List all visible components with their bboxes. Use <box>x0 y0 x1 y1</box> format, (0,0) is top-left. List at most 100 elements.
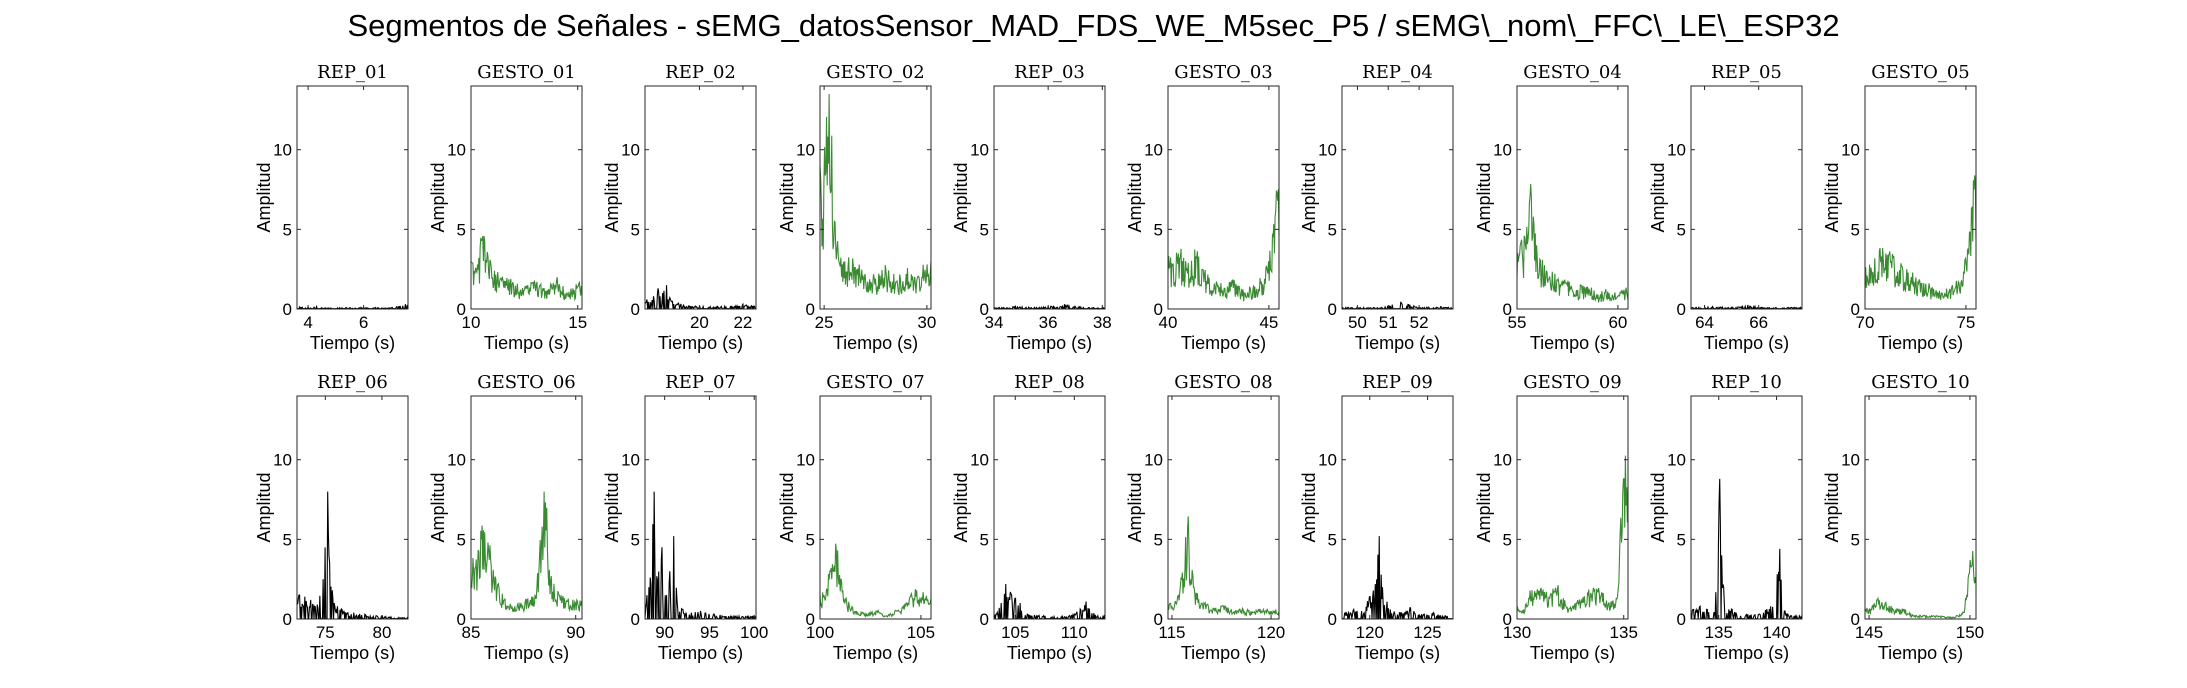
y-axis-label: Amplitud <box>1125 162 1145 232</box>
signal-line-gesto-03 <box>1168 189 1279 302</box>
x-tick-label: 25 <box>815 313 834 332</box>
y-axis-label: Amplitud <box>428 162 448 232</box>
x-axis-label: Tiempo (s) <box>1181 643 1266 663</box>
x-tick-label: 85 <box>462 623 481 642</box>
x-tick-label: 20 <box>690 313 709 332</box>
y-tick-label: 10 <box>1667 451 1686 470</box>
x-axis-label: Tiempo (s) <box>833 333 918 353</box>
signal-line-rep-03 <box>994 303 1105 309</box>
x-axis-label: Tiempo (s) <box>1704 333 1789 353</box>
signal-line-rep-01 <box>297 304 408 309</box>
y-tick-label: 0 <box>1328 610 1337 629</box>
x-tick-label: 75 <box>316 623 335 642</box>
signal-line-gesto-02 <box>820 93 931 296</box>
y-tick-label: 5 <box>806 220 815 239</box>
axes-box <box>1690 85 1803 310</box>
y-axis-label: Amplitud <box>1648 162 1668 232</box>
y-tick-label: 5 <box>1328 530 1337 549</box>
panel-title: REP_08 <box>1014 372 1085 393</box>
y-tick-label: 5 <box>631 220 640 239</box>
axes-box <box>1690 395 1803 620</box>
y-tick-label: 0 <box>1328 300 1337 319</box>
panel-title: GESTO_04 <box>1523 62 1622 83</box>
x-tick-label: 100 <box>740 623 768 642</box>
y-tick-label: 0 <box>1851 300 1860 319</box>
signal-line-gesto-04 <box>1517 184 1628 303</box>
x-axis-label: Tiempo (s) <box>1704 643 1789 663</box>
y-tick-label: 5 <box>1677 530 1686 549</box>
y-tick-label: 0 <box>1503 300 1512 319</box>
y-tick-label: 5 <box>806 530 815 549</box>
x-axis-label: Tiempo (s) <box>1878 643 1963 663</box>
x-tick-label: 115 <box>1158 623 1185 642</box>
y-tick-label: 5 <box>1154 220 1163 239</box>
x-axis-label: Tiempo (s) <box>484 643 569 663</box>
y-tick-label: 10 <box>273 451 292 470</box>
y-tick-label: 0 <box>1154 300 1163 319</box>
x-tick-label: 30 <box>917 313 936 332</box>
y-axis-label: Amplitud <box>428 472 448 542</box>
x-axis-label: Tiempo (s) <box>484 333 569 353</box>
axes-box <box>993 395 1106 620</box>
y-axis-label: Amplitud <box>254 472 274 542</box>
axes-box <box>644 395 757 620</box>
y-axis-label: Amplitud <box>1474 472 1494 542</box>
panel-title: REP_01 <box>317 62 388 83</box>
x-tick-label: 90 <box>566 623 585 642</box>
x-axis-label: Tiempo (s) <box>1355 643 1440 663</box>
y-tick-label: 10 <box>970 141 989 160</box>
y-tick-label: 10 <box>273 141 292 160</box>
axes-box <box>296 85 409 310</box>
panel-title: GESTO_07 <box>826 372 925 393</box>
x-tick-label: 15 <box>568 313 587 332</box>
y-axis-label: Amplitud <box>1125 472 1145 542</box>
x-tick-label: 105 <box>1001 623 1029 642</box>
panel-title: REP_03 <box>1014 62 1085 83</box>
x-tick-label: 150 <box>1956 623 1984 642</box>
x-tick-label: 140 <box>1762 623 1790 642</box>
y-tick-label: 5 <box>1503 530 1512 549</box>
y-tick-label: 10 <box>1144 451 1163 470</box>
x-tick-label: 135 <box>1610 623 1638 642</box>
x-tick-label: 90 <box>655 623 674 642</box>
y-axis-label: Amplitud <box>602 162 622 232</box>
panel-title: GESTO_09 <box>1523 372 1622 393</box>
panel-title: GESTO_02 <box>826 62 925 83</box>
axes-box <box>1167 395 1280 620</box>
x-tick-label: 51 <box>1379 313 1398 332</box>
axes-box <box>1516 395 1629 620</box>
y-tick-label: 5 <box>1503 220 1512 239</box>
y-axis-label: Amplitud <box>951 472 971 542</box>
x-tick-label: 64 <box>1695 313 1714 332</box>
x-axis-label: Tiempo (s) <box>1530 643 1615 663</box>
signal-line-gesto-09 <box>1517 455 1628 616</box>
x-tick-label: 95 <box>700 623 719 642</box>
y-tick-label: 10 <box>621 141 640 160</box>
panel-title: GESTO_08 <box>1174 372 1273 393</box>
x-tick-label: 130 <box>1503 623 1531 642</box>
panel-title: GESTO_06 <box>477 372 576 393</box>
signal-line-rep-06 <box>297 491 408 619</box>
x-tick-label: 75 <box>1956 313 1975 332</box>
y-axis-label: Amplitud <box>602 472 622 542</box>
y-tick-label: 0 <box>631 610 640 629</box>
panel-title: REP_06 <box>317 372 388 393</box>
y-tick-label: 5 <box>1851 530 1860 549</box>
x-tick-label: 66 <box>1749 313 1768 332</box>
y-tick-label: 5 <box>457 530 466 549</box>
x-tick-label: 4 <box>303 313 312 332</box>
x-axis-label: Tiempo (s) <box>1181 333 1266 353</box>
panel-title: GESTO_05 <box>1871 62 1970 83</box>
